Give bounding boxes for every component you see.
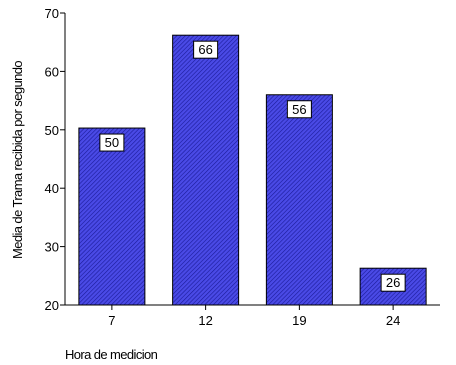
bar [265,94,333,306]
x-tick-label: 7 [108,313,115,328]
y-ticks: 20 30 40 50 60 70 [45,6,65,313]
bar [78,127,146,306]
data-labels: 50 66 56 26 [99,40,406,292]
y-tick-label: 60 [45,64,59,79]
data-label-box [380,273,406,292]
x-axis-title: Hora de medicion [65,347,158,362]
data-label-box [286,100,312,119]
data-label: 26 [386,275,400,290]
y-axis-title: Media de Trama recibida por segundo [10,61,25,259]
axes [64,13,440,306]
y-tick-label: 50 [45,123,59,138]
data-label-box [193,40,219,59]
x-ticks: 7 12 19 24 [108,305,400,328]
data-label-box [99,133,125,152]
x-tick-label: 24 [386,313,400,328]
data-label: 66 [198,42,212,57]
y-tick-label: 20 [45,298,59,313]
data-label: 56 [292,102,306,117]
bar [172,34,240,306]
y-tick-label: 70 [45,6,59,21]
y-tick-label: 40 [45,181,59,196]
y-tick-label: 30 [45,240,59,255]
bars [78,34,427,306]
x-tick-label: 12 [198,313,212,328]
data-label: 50 [105,135,119,150]
x-tick-label: 19 [292,313,306,328]
